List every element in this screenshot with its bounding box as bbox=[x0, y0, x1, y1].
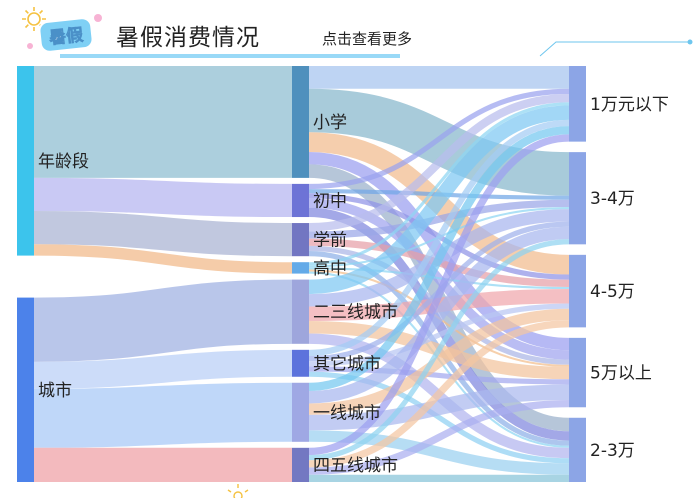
sankey-node-label: 城市 bbox=[38, 381, 72, 401]
sankey-link[interactable] bbox=[308, 289, 570, 322]
sankey-node[interactable] bbox=[292, 262, 309, 274]
sankey-link[interactable] bbox=[33, 382, 293, 448]
view-more-link[interactable]: 点击查看更多 bbox=[322, 30, 413, 48]
logo-text: 暑假 bbox=[48, 24, 84, 48]
sankey-node-label: 小学 bbox=[313, 113, 347, 133]
sankey-link[interactable] bbox=[308, 88, 570, 190]
sankey-node[interactable] bbox=[292, 382, 309, 442]
sun-icon bbox=[227, 484, 249, 498]
sankey-node-label: 4-5万 bbox=[590, 282, 635, 302]
sankey-node-label: 5万以上 bbox=[590, 364, 652, 384]
sankey-links bbox=[33, 65, 570, 483]
sankey-node[interactable] bbox=[569, 152, 586, 245]
sankey-node-label: 初中 bbox=[313, 191, 347, 211]
page-title: 暑假消费情况 bbox=[116, 25, 260, 51]
header-accent-dot bbox=[687, 39, 693, 45]
sankey-link[interactable] bbox=[308, 366, 570, 385]
sankey-node[interactable] bbox=[292, 279, 309, 344]
sankey-node-label: 一线城市 bbox=[313, 403, 381, 423]
sankey-node[interactable] bbox=[292, 183, 309, 218]
sankey-link[interactable] bbox=[33, 279, 293, 362]
sankey-link[interactable] bbox=[308, 126, 570, 392]
sankey-link[interactable] bbox=[33, 177, 293, 218]
sankey-link[interactable] bbox=[308, 199, 570, 239]
sankey-link[interactable] bbox=[308, 267, 570, 290]
sankey-node-label: 3-4万 bbox=[590, 189, 635, 209]
sankey-node-label: 1万元以下 bbox=[590, 95, 669, 115]
sankey-node[interactable] bbox=[292, 66, 309, 178]
header-bar: 暑假 暑假消费情况 点击查看更多 bbox=[0, 0, 696, 66]
sankey-link[interactable] bbox=[308, 119, 570, 357]
sankey-node[interactable] bbox=[569, 254, 586, 328]
sankey-link[interactable] bbox=[33, 244, 293, 274]
sankey-node-label: 学前 bbox=[313, 231, 347, 251]
sankey-link[interactable] bbox=[308, 400, 570, 475]
sankey-link[interactable] bbox=[308, 308, 570, 415]
sankey-link[interactable] bbox=[308, 88, 570, 196]
sankey-nodes bbox=[17, 66, 586, 482]
logo-bubble bbox=[27, 43, 33, 49]
sankey-link[interactable] bbox=[33, 211, 293, 257]
sankey-link[interactable] bbox=[308, 105, 570, 295]
sankey-node[interactable] bbox=[292, 349, 309, 377]
sankey-node-label: 二三线城市 bbox=[313, 303, 398, 323]
summer-logo: 暑假 bbox=[22, 7, 102, 53]
sankey-link[interactable] bbox=[308, 226, 570, 404]
sankey-node-label: 2-3万 bbox=[590, 441, 635, 461]
sankey-node[interactable] bbox=[569, 417, 586, 482]
sankey-link[interactable] bbox=[308, 134, 570, 456]
sankey-node-label: 其它城市 bbox=[313, 354, 381, 374]
sankey-link[interactable] bbox=[308, 102, 570, 266]
sankey-node[interactable] bbox=[292, 223, 309, 257]
sankey-link[interactable] bbox=[308, 93, 570, 232]
sankey-node-label: 四五线城市 bbox=[313, 456, 398, 476]
sankey-node[interactable] bbox=[17, 297, 34, 482]
sankey-link[interactable] bbox=[33, 349, 293, 389]
sankey-node-label: 高中 bbox=[313, 259, 347, 279]
header-divider-line bbox=[60, 39, 693, 58]
sankey-node[interactable] bbox=[569, 337, 586, 408]
logo-bubble bbox=[94, 14, 102, 22]
sankey-link[interactable] bbox=[308, 320, 570, 468]
sankey-node-label: 年龄段 bbox=[38, 152, 89, 172]
sankey-link[interactable] bbox=[308, 239, 570, 461]
sun-icon bbox=[22, 7, 46, 31]
header-accent-line bbox=[539, 41, 690, 57]
sankey-link[interactable] bbox=[308, 384, 570, 431]
sankey-node[interactable] bbox=[292, 447, 309, 482]
sankey-node[interactable] bbox=[569, 66, 586, 142]
logo-badge bbox=[38, 17, 94, 53]
sankey-node[interactable] bbox=[17, 66, 34, 256]
sankey-link[interactable] bbox=[308, 303, 570, 367]
